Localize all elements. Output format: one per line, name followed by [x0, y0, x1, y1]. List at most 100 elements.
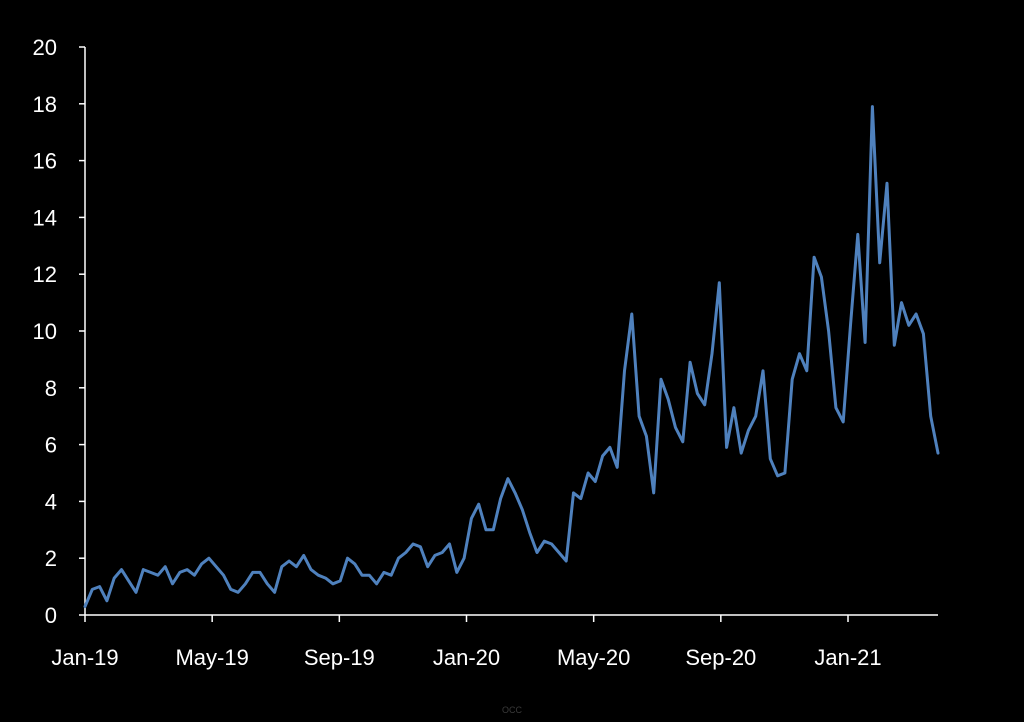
data-point [907, 324, 910, 327]
data-point [754, 415, 757, 418]
data-point [134, 591, 138, 594]
data-point [91, 588, 94, 591]
data-point [776, 474, 779, 477]
data-point [812, 256, 816, 259]
source-label: OCC [502, 705, 522, 715]
data-point [127, 579, 130, 583]
data-point [455, 571, 458, 574]
data-point [215, 565, 218, 568]
data-point [922, 332, 925, 335]
data-point [601, 454, 604, 458]
data-point [761, 369, 765, 372]
y-tick-label: 10 [33, 319, 57, 344]
data-point [681, 440, 684, 443]
data-point [375, 582, 378, 585]
data-point [120, 568, 123, 571]
data-point [477, 503, 480, 506]
y-tick-label: 12 [33, 262, 57, 287]
y-tick-label: 2 [45, 546, 57, 571]
data-point [266, 582, 269, 585]
x-tick-label: Jan-19 [51, 645, 118, 670]
data-point [346, 557, 349, 560]
data-point [193, 574, 196, 577]
data-point [747, 429, 750, 432]
data-point [251, 571, 254, 574]
data-point [834, 406, 838, 409]
data-point [207, 557, 211, 560]
data-point [280, 565, 283, 568]
y-tick-label: 8 [45, 376, 57, 401]
data-point [725, 446, 728, 449]
data-point [295, 565, 298, 568]
data-point [929, 415, 932, 418]
data-point [113, 576, 116, 580]
data-point [783, 471, 787, 475]
data-point [302, 554, 305, 557]
data-point [878, 261, 881, 264]
data-point [871, 105, 874, 108]
x-axis-ticks: Jan-19 May-19 Sep-19 Jan-20 May-20 Sep-20 Jan-… [51, 615, 882, 670]
data-point [164, 565, 167, 568]
data-point [805, 369, 808, 372]
data-point [893, 344, 896, 347]
data-point [499, 497, 502, 500]
y-tick-label: 0 [45, 603, 57, 628]
data-point [178, 571, 181, 574]
data-point [535, 551, 539, 554]
data-point [703, 403, 706, 406]
data-point [426, 565, 429, 568]
data-point [236, 591, 240, 594]
data-point [572, 491, 575, 495]
data-point [798, 352, 801, 355]
data-point [696, 392, 699, 395]
data-point [368, 574, 371, 577]
data-point [820, 275, 823, 279]
y-tick-label: 14 [33, 205, 57, 230]
data-point [156, 574, 160, 577]
x-tick-label: Sep-20 [685, 645, 756, 670]
data-point [360, 574, 364, 577]
data-point [382, 571, 386, 574]
data-point [550, 542, 553, 546]
data-point [674, 426, 677, 429]
x-tick-label: Jan-21 [814, 645, 881, 670]
data-point [142, 568, 145, 571]
data-point [492, 528, 495, 531]
data-point [652, 491, 655, 495]
data-point [149, 571, 152, 574]
series-line [83, 105, 940, 608]
data-point [579, 497, 582, 500]
data-point [339, 579, 342, 583]
data-point [390, 574, 393, 577]
data-point [441, 551, 444, 554]
data-point [623, 369, 626, 372]
data-point [419, 545, 422, 548]
data-point [608, 446, 612, 449]
data-point [331, 582, 335, 585]
data-point [710, 352, 714, 355]
data-point [659, 378, 663, 381]
data-point [557, 551, 561, 554]
data-point [448, 542, 451, 546]
data-point [667, 398, 670, 401]
data-point [404, 551, 407, 554]
data-point [258, 571, 262, 574]
data-point [740, 451, 743, 455]
y-tick-label: 4 [45, 489, 57, 514]
data-point [543, 540, 546, 543]
data-point [273, 591, 276, 594]
y-tick-label: 16 [33, 149, 57, 174]
data-point [397, 557, 400, 560]
x-tick-label: Sep-19 [304, 645, 375, 670]
data-point [309, 568, 313, 571]
data-point [586, 471, 590, 475]
data-point [98, 585, 101, 588]
data-point [185, 568, 189, 571]
data-point [856, 233, 859, 236]
y-tick-label: 6 [45, 433, 57, 458]
x-tick-label: May-20 [557, 645, 630, 670]
data-point [914, 312, 918, 316]
data-point [200, 562, 203, 566]
data-point [791, 378, 794, 381]
